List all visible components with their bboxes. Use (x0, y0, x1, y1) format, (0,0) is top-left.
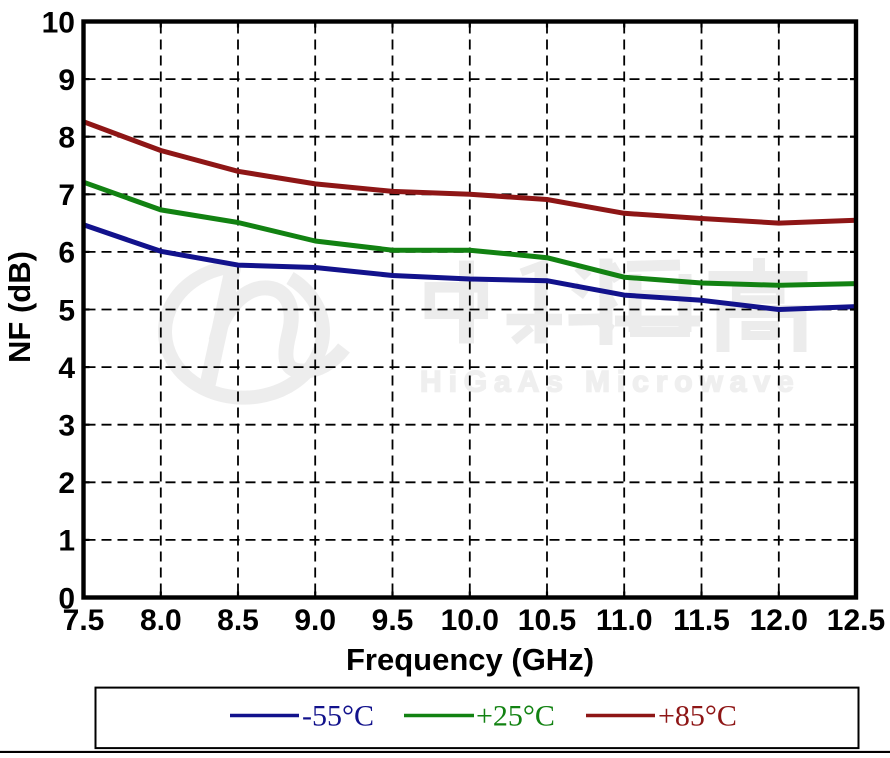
svg-text:+85°C: +85°C (658, 700, 737, 733)
svg-text:1: 1 (58, 525, 75, 558)
svg-text:0: 0 (58, 582, 75, 615)
svg-text:HiGaAs Microwave: HiGaAs Microwave (420, 366, 801, 399)
svg-text:5: 5 (58, 294, 75, 327)
svg-text:7: 7 (58, 179, 75, 212)
svg-text:11.0: 11.0 (596, 604, 653, 637)
svg-text:10.0: 10.0 (441, 604, 499, 637)
svg-text:9: 9 (58, 64, 75, 97)
svg-text:9.0: 9.0 (294, 604, 336, 637)
svg-text:8.5: 8.5 (217, 604, 259, 637)
svg-text:12.5: 12.5 (827, 604, 885, 637)
svg-text:10: 10 (42, 6, 75, 39)
svg-text:9.5: 9.5 (372, 604, 414, 637)
svg-text:Frequency (GHz): Frequency (GHz) (346, 642, 594, 677)
svg-text:2: 2 (58, 467, 75, 500)
svg-text:11.5: 11.5 (673, 604, 730, 637)
svg-text:4: 4 (58, 352, 75, 385)
svg-text:8: 8 (58, 122, 75, 155)
svg-text:12.0: 12.0 (750, 604, 808, 637)
svg-text:NF (dB): NF (dB) (2, 251, 37, 363)
svg-text:+25°C: +25°C (476, 700, 555, 733)
svg-text:10.5: 10.5 (518, 604, 576, 637)
svg-text:-55°C: -55°C (302, 700, 374, 733)
svg-text:3: 3 (58, 410, 75, 443)
svg-text:7.5: 7.5 (63, 604, 105, 637)
svg-text:8.0: 8.0 (140, 604, 182, 637)
svg-text:6: 6 (58, 237, 75, 270)
